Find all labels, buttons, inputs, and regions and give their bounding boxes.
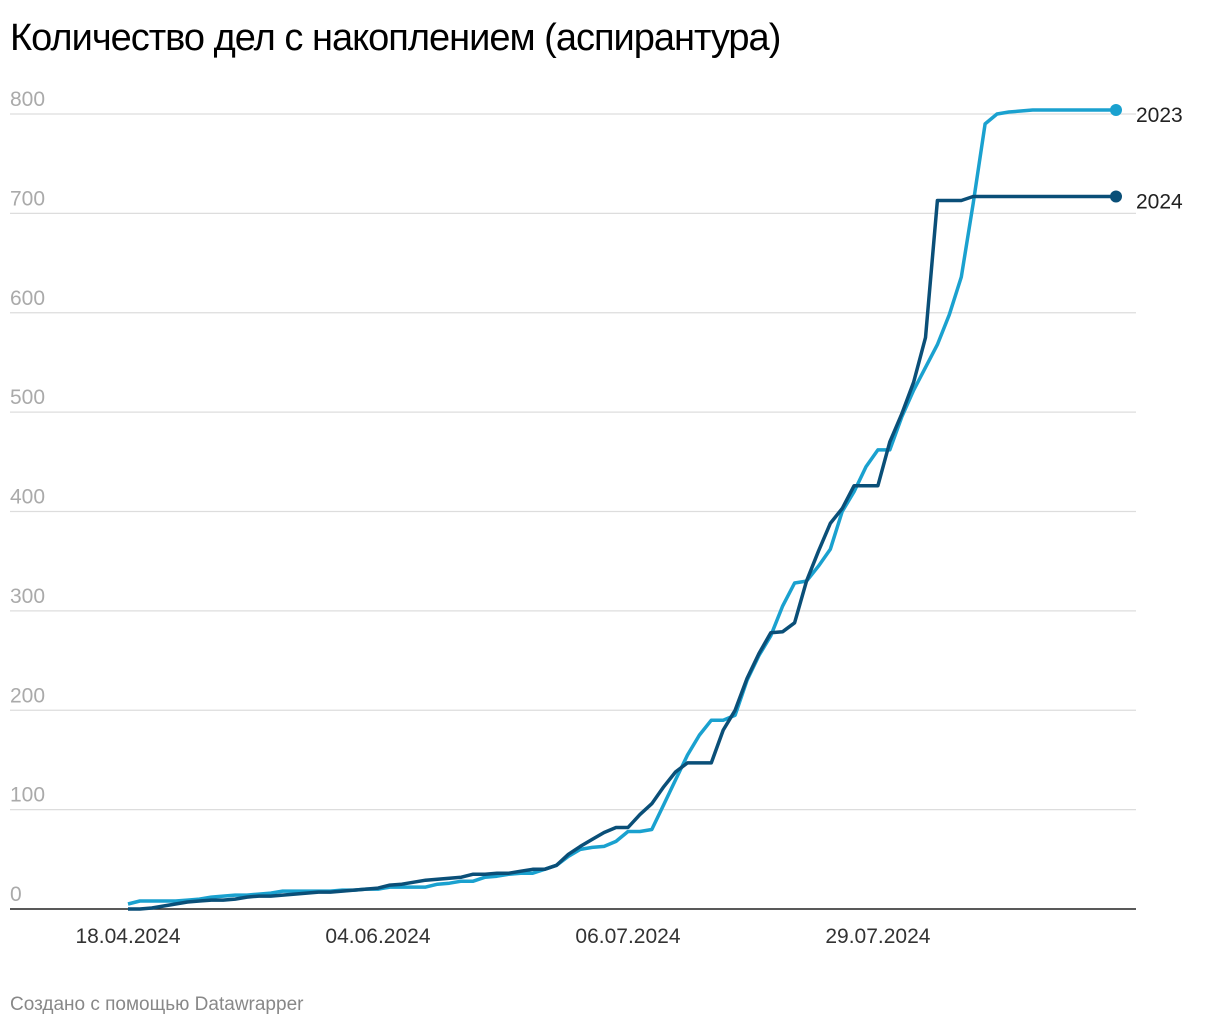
y-tick-label: 400: [10, 486, 45, 509]
y-tick-label: 100: [10, 784, 45, 807]
x-tick-label: 18.04.2024: [75, 925, 180, 948]
y-tick-label: 0: [10, 883, 22, 906]
y-tick-label: 500: [10, 386, 45, 409]
x-tick-label: 06.07.2024: [575, 925, 680, 948]
end-dot: [1110, 190, 1122, 203]
y-tick-label: 800: [10, 88, 45, 111]
x-tick-label: 29.07.2024: [825, 925, 930, 948]
y-tick-label: 700: [10, 187, 45, 210]
end-dot: [1110, 104, 1122, 117]
y-tick-label: 300: [10, 585, 45, 608]
line: [128, 194, 1116, 911]
line: [127, 108, 1116, 906]
y-tick-label: 200: [10, 684, 45, 707]
chart-title: Количество дел с накоплением (аспирантур…: [10, 17, 780, 59]
series-label: 2024: [1136, 190, 1183, 213]
series-label: 2023: [1136, 104, 1183, 127]
footer: Создано с помощью Datawrapper: [10, 994, 304, 1015]
x-tick-label: 04.06.2024: [325, 925, 430, 948]
y-tick-label: 600: [10, 287, 45, 310]
